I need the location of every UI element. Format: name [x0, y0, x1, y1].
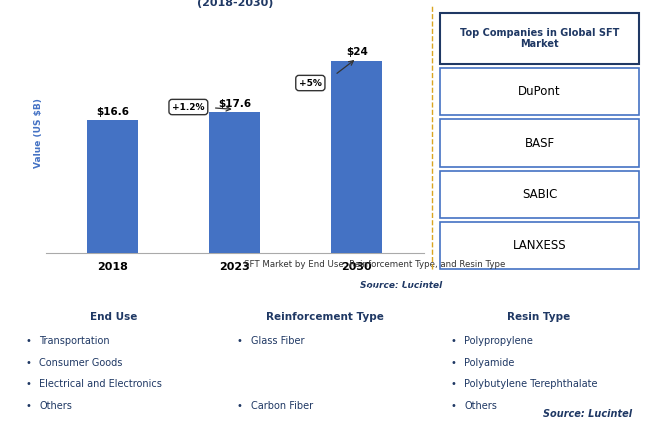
Text: Source: Lucintel: Source: Lucintel	[543, 409, 632, 419]
Text: End Use: End Use	[90, 312, 137, 322]
Text: Significant Opportunities for the Global SFT Market by End Use, Reinforcement Ty: Significant Opportunities for the Global…	[69, 287, 583, 296]
FancyBboxPatch shape	[440, 171, 639, 218]
Text: Glass Fiber: Glass Fiber	[251, 336, 304, 346]
FancyBboxPatch shape	[440, 120, 639, 167]
Text: Others: Others	[464, 401, 497, 411]
Text: Top Companies in Global SFT
Market: Top Companies in Global SFT Market	[460, 27, 619, 49]
Title: Trends and Forecast for the Global SFT Market (US $B)
(2018-2030): Trends and Forecast for the Global SFT M…	[63, 0, 406, 8]
Text: Others: Others	[39, 401, 72, 411]
Text: •: •	[237, 336, 243, 346]
Text: SFT Market by End Use, Reinforcement Type, and Resin Type: SFT Market by End Use, Reinforcement Typ…	[244, 260, 505, 269]
Text: DuPont: DuPont	[518, 85, 561, 98]
Text: •: •	[450, 336, 456, 346]
FancyBboxPatch shape	[440, 13, 639, 64]
Text: SABIC: SABIC	[522, 188, 557, 201]
Text: +5%: +5%	[299, 79, 322, 88]
Text: •: •	[25, 401, 31, 411]
Y-axis label: Value (US $B): Value (US $B)	[34, 98, 43, 168]
Text: $24: $24	[346, 48, 368, 57]
Text: Reinforcement Type: Reinforcement Type	[267, 312, 384, 322]
Text: BASF: BASF	[524, 136, 555, 149]
Text: LANXESS: LANXESS	[512, 239, 567, 252]
Text: •: •	[237, 401, 243, 411]
Text: Consumer Goods: Consumer Goods	[39, 358, 123, 368]
Text: •: •	[25, 379, 31, 389]
Text: •: •	[450, 401, 456, 411]
Text: Polybutylene Terephthalate: Polybutylene Terephthalate	[464, 379, 598, 389]
Text: •: •	[25, 358, 31, 368]
Bar	[87, 120, 138, 253]
Bar	[331, 61, 382, 253]
Text: Resin Type: Resin Type	[507, 312, 570, 322]
Text: •: •	[25, 336, 31, 346]
FancyBboxPatch shape	[440, 222, 639, 269]
Text: $17.6: $17.6	[218, 99, 251, 109]
Text: Transportation: Transportation	[39, 336, 110, 346]
Text: Carbon Fiber: Carbon Fiber	[251, 401, 313, 411]
Bar	[209, 112, 260, 253]
Text: •: •	[450, 379, 456, 389]
Text: +1.2%: +1.2%	[172, 103, 205, 112]
Text: Polyamide: Polyamide	[464, 358, 514, 368]
Text: Electrical and Electronics: Electrical and Electronics	[39, 379, 162, 389]
FancyBboxPatch shape	[440, 68, 639, 115]
Text: Polypropylene: Polypropylene	[464, 336, 533, 346]
Text: Source: Lucintel: Source: Lucintel	[361, 281, 443, 290]
Text: •: •	[450, 358, 456, 368]
Text: $16.6: $16.6	[96, 107, 129, 117]
